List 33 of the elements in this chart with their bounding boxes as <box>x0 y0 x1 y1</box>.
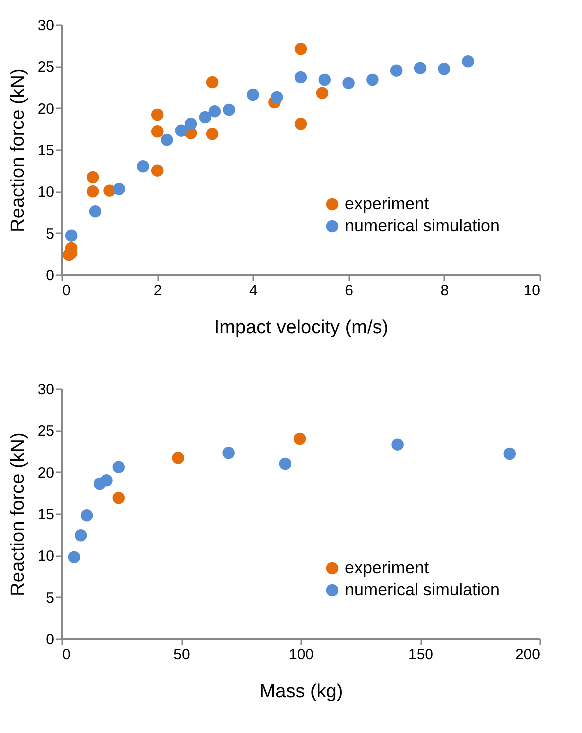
y-tick-label: 15 <box>38 142 54 160</box>
x-tick-label: 4 <box>250 282 258 300</box>
x-axis-title: Impact velocity (m/s) <box>214 318 389 338</box>
x-tick-label: 8 <box>440 282 450 300</box>
y-axis-title: Reaction force (kN) <box>8 432 29 596</box>
legend-label: numerical simulation <box>345 216 500 236</box>
x-tick-label: 50 <box>174 646 190 664</box>
x-tick-label: 10 <box>524 282 540 300</box>
y-tick-label: 20 <box>38 464 54 482</box>
x-axis-title: Mass (kg) <box>260 682 344 702</box>
y-tick-label: 25 <box>38 423 54 440</box>
legend-label: experiment <box>345 194 430 214</box>
y-tick-label: 10 <box>38 184 54 202</box>
y-axis-title: Reaction force (kN) <box>8 68 29 232</box>
y-tick-label: 30 <box>38 382 54 398</box>
x-tick-label: 0 <box>62 282 71 300</box>
y-tick-label: 30 <box>38 18 54 34</box>
y-tick-label: 0 <box>46 268 54 284</box>
legend-label: numerical simulation <box>345 580 500 600</box>
y-tick-label: 15 <box>38 506 54 524</box>
x-tick-label: 0 <box>62 646 71 664</box>
legend-label: experiment <box>345 558 430 578</box>
y-tick-label: 5 <box>46 590 54 607</box>
y-tick-label: 25 <box>38 59 54 76</box>
y-tick-label: 0 <box>46 632 54 648</box>
x-tick-label: 150 <box>408 646 434 664</box>
x-tick-label: 100 <box>288 646 314 664</box>
y-tick-label: 20 <box>38 100 54 118</box>
x-tick-label: 200 <box>515 646 540 664</box>
y-tick-label: 5 <box>46 226 54 243</box>
x-tick-label: 2 <box>154 282 162 300</box>
y-tick-label: 10 <box>38 548 54 566</box>
x-tick-label: 6 <box>345 282 354 300</box>
